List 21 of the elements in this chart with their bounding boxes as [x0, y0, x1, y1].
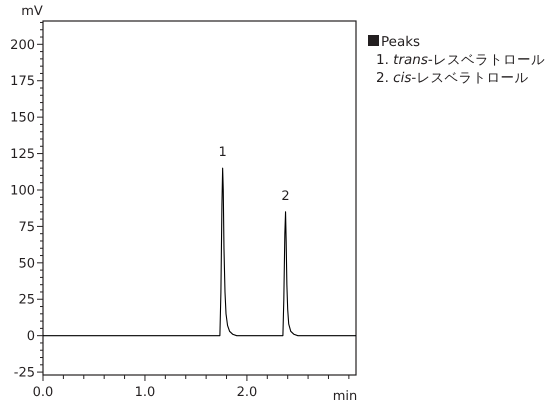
- y-tick-label: 50: [18, 256, 35, 272]
- text: 2. cis-レスベラトロール: [376, 70, 528, 86]
- line-series: [42, 168, 357, 336]
- x-tick-label: 2.0: [236, 385, 258, 400]
- y-tick-label: -25: [14, 366, 35, 381]
- annotation: 2: [281, 188, 290, 204]
- y-tick-label: 175: [10, 74, 35, 90]
- x-tick-label: 0.0: [32, 385, 54, 400]
- x-tick-label: 1.0: [134, 385, 156, 400]
- annotation: 1: [218, 145, 227, 160]
- y-tick-label: 200: [10, 38, 35, 53]
- y-tick-label: 0: [26, 329, 35, 344]
- y-tick-label: 125: [10, 147, 35, 162]
- y-axis-title: mV: [21, 4, 43, 19]
- y-tick-label: 100: [10, 183, 35, 198]
- x-axis-title: min: [332, 389, 358, 404]
- y-tick-label: 25: [18, 292, 35, 308]
- y-tick-label: 150: [10, 110, 35, 126]
- text: Peaks: [381, 34, 420, 50]
- text: 1. trans-レスベラトロール: [376, 52, 545, 68]
- y-tick-label: 75: [18, 220, 35, 235]
